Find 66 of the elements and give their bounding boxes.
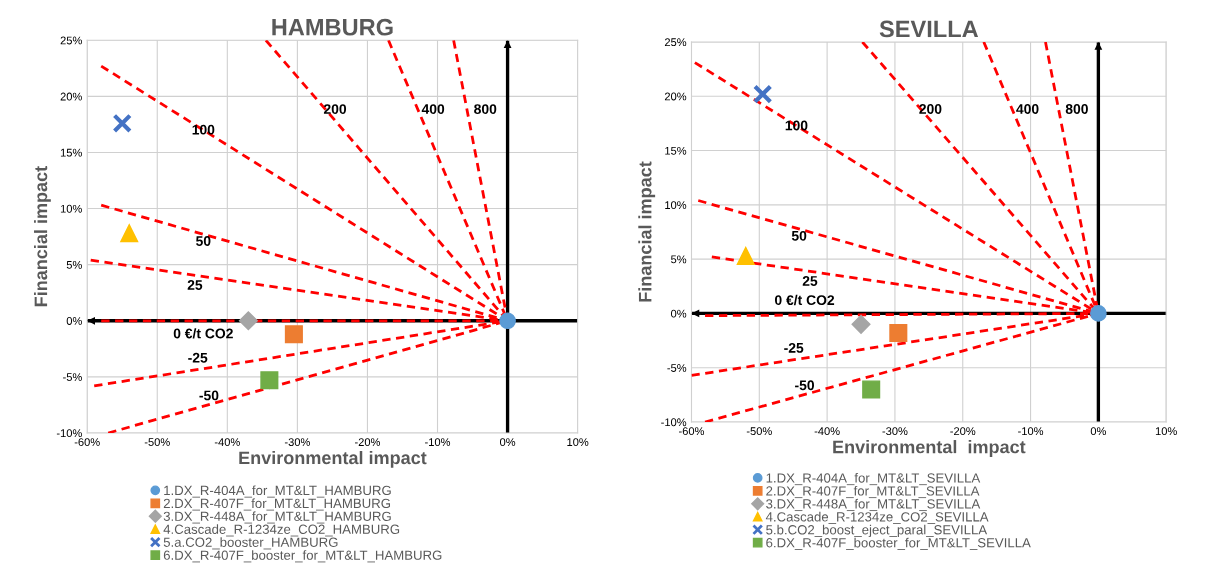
x-tick-label: 0% (499, 438, 516, 446)
series-label: 800 (1065, 104, 1088, 114)
x-tick-label: -60% (679, 427, 705, 436)
y-axis-title: Financial impact (638, 161, 656, 302)
series-label: -50 (795, 380, 815, 391)
y-tick-label: 0% (66, 317, 82, 325)
series-label: 400 (421, 104, 445, 114)
y-tick-label: -10% (661, 418, 687, 427)
legend-label: 5.b.CO2_boost_eject_paral_SEVILLA (766, 524, 988, 538)
series-label: 0 €/t CO2 (774, 294, 835, 306)
legend-label: 5.a.CO2_booster_HAMBURG (163, 537, 338, 550)
y-tick-label: 15% (665, 146, 687, 155)
series-label: 50 (196, 236, 211, 246)
series-label: 800 (474, 104, 497, 114)
x-tick-label: -50% (746, 427, 772, 436)
series-label: 100 (785, 120, 808, 131)
legend-label: 2.DX_R-407F_for_MT&LT_SEVILLA (766, 485, 980, 499)
series-label: -50 (199, 390, 219, 401)
series-label: 200 (323, 104, 347, 114)
x-tick-label: -60% (74, 438, 100, 446)
y-tick-label: -5% (63, 373, 82, 382)
legend-label: 4.Cascade_R-1234ze_CO2_HAMBURG (163, 524, 400, 537)
x-tick-label: -50% (144, 438, 170, 446)
legend-label: 3.DX_R-448A_for_MT&LT_HAMBURG (163, 511, 391, 524)
y-tick-label: 10% (665, 201, 687, 209)
x-axis-title: Environmental impact (833, 440, 1026, 457)
series-label: -25 (188, 352, 208, 363)
series-label: 400 (1016, 104, 1039, 114)
x-tick-label: 10% (1155, 427, 1177, 436)
y-axis-title: Financial impact (34, 166, 51, 307)
y-tick-label: 20% (60, 92, 82, 101)
y-tick-label: -5% (667, 364, 687, 372)
x-tick-label: -40% (214, 438, 240, 446)
legend-label: 6.DX_R-407F_booster_for_MT&LT_HAMBURG (163, 550, 442, 563)
series-label: -25 (784, 342, 804, 353)
y-tick-label: 20% (664, 92, 687, 101)
series-label: 25 (802, 276, 818, 286)
legend-label: 3.DX_R-448A_for_MT&LT_SEVILLA (766, 498, 981, 512)
x-tick-label: 10% (567, 438, 589, 446)
chart-title: SEVILLA (879, 20, 979, 38)
x-tick-label: -20% (950, 427, 976, 436)
x-tick-label: -30% (882, 427, 908, 436)
y-tick-label: 5% (66, 260, 82, 269)
x-tick-label: -10% (425, 438, 451, 446)
legend-label: 1.DX_R-404A_for_MT&LT_SEVILLA (766, 472, 981, 486)
series-label: 0 €/t CO2 (173, 328, 233, 339)
series-label: 100 (192, 124, 215, 135)
y-tick-label: 10% (60, 204, 82, 213)
x-tick-label: -30% (284, 438, 310, 446)
y-tick-label: 25% (60, 36, 82, 45)
y-tick-label: 0% (670, 309, 687, 318)
x-axis-title: Environmental impact (239, 450, 427, 468)
series-label: 25 (187, 280, 203, 290)
series-label: 50 (791, 230, 807, 241)
x-tick-label: 0% (1090, 427, 1107, 436)
y-tick-label: 5% (671, 255, 687, 264)
y-tick-label: 15% (60, 148, 82, 157)
x-tick-label: -10% (1018, 427, 1044, 436)
legend-label: 2.DX_R-407F_for_MT&LT_HAMBURG (163, 498, 391, 511)
legend-label: 1.DX_R-404A_for_MT&LT_HAMBURG (164, 485, 391, 498)
chart-title: HAMBURG (272, 18, 393, 36)
legend-label: 6.DX_R-407F_booster_for_MT&LT_SEVILLA (766, 537, 1031, 550)
y-tick-label: 25% (664, 38, 687, 47)
x-tick-label: -40% (814, 427, 840, 436)
x-tick-label: -20% (354, 438, 381, 446)
legend-label: 4.Cascade_R-1234ze_CO2_SEVILLA (765, 511, 989, 524)
